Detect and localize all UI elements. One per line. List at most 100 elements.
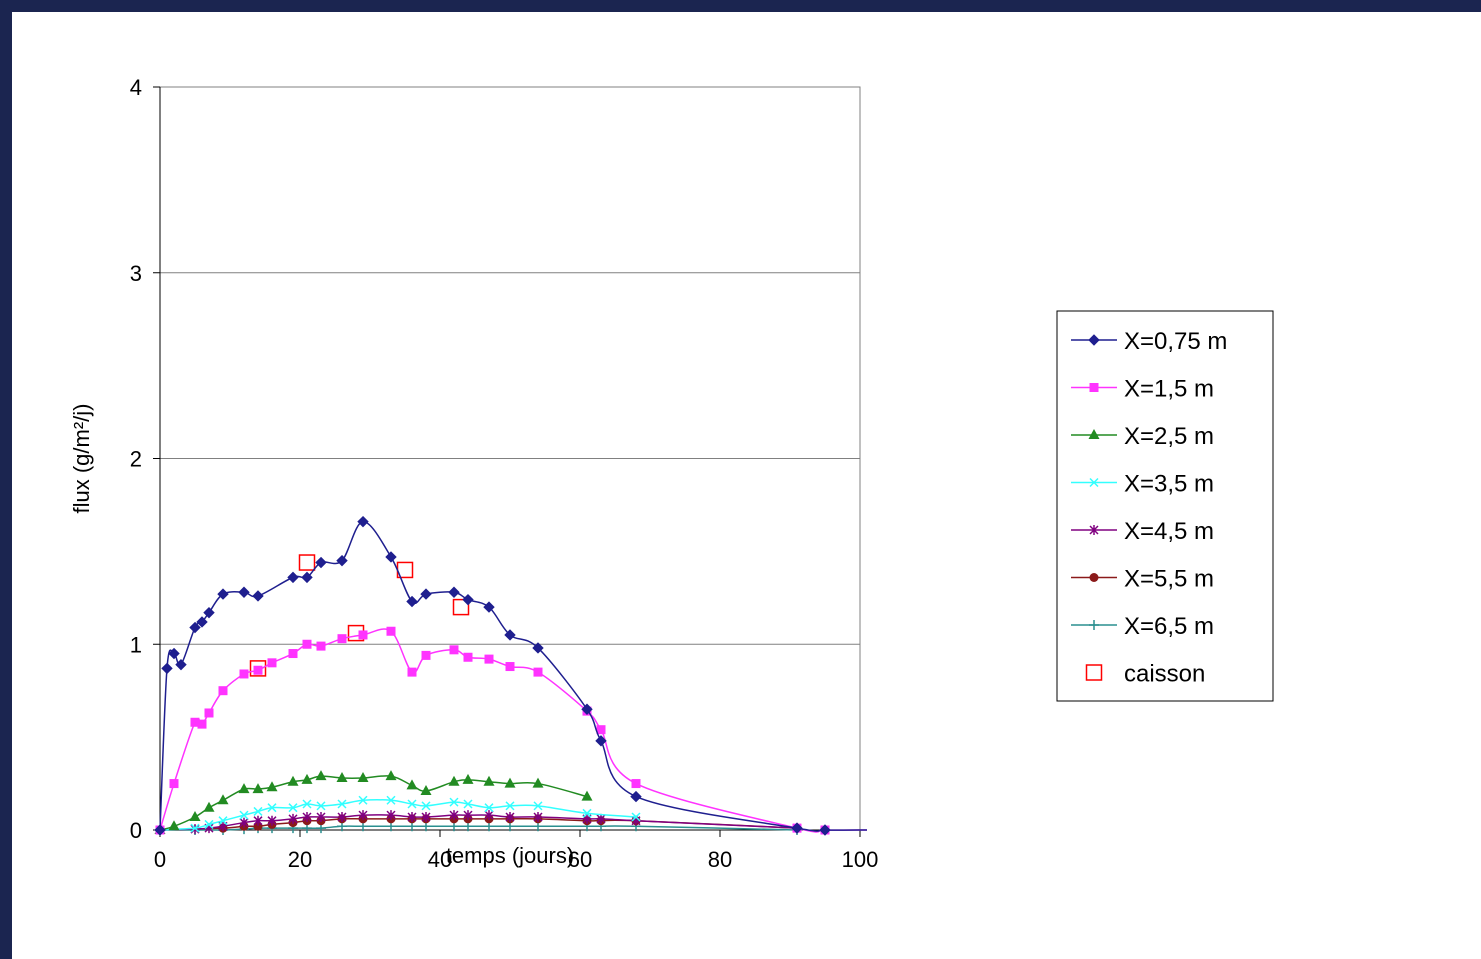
data-point (253, 821, 263, 831)
legend-entry: X=6,5 m (1071, 613, 1214, 640)
legend-marker (1085, 664, 1103, 681)
data-point (358, 630, 368, 640)
data-point (288, 803, 298, 813)
data-point (484, 810, 494, 821)
data-point (406, 779, 418, 790)
legend-entry: X=1,5 m (1071, 376, 1214, 403)
data-point (301, 571, 313, 584)
data-point (267, 803, 277, 813)
data-point (190, 823, 200, 833)
data-point (252, 783, 264, 794)
data-point (448, 586, 460, 598)
data-point (315, 556, 327, 569)
data-point (252, 590, 264, 602)
data-point (175, 658, 187, 671)
data-point (791, 822, 803, 834)
legend-marker (1089, 620, 1099, 630)
legend-label: X=0,75 m (1124, 328, 1227, 355)
data-point (316, 801, 326, 811)
data-point (168, 820, 180, 831)
data-point (407, 667, 417, 677)
data-point (463, 810, 473, 821)
data-point (421, 811, 431, 822)
data-point (239, 669, 249, 679)
data-point (463, 652, 473, 662)
data-point (169, 779, 179, 789)
x-tick-label: 0 (154, 847, 166, 872)
data-point (154, 824, 166, 836)
data-point (504, 629, 516, 641)
series-x-1-5-m (155, 626, 868, 835)
data-point (197, 719, 207, 729)
data-point (218, 686, 228, 696)
data-point (463, 799, 473, 809)
data-point (505, 811, 515, 822)
data-point (336, 554, 348, 567)
data-point (452, 598, 470, 616)
data-point (484, 803, 494, 813)
series-x-2-5-m (154, 770, 593, 834)
data-point (483, 601, 495, 613)
data-point (421, 801, 431, 811)
data-point (532, 777, 544, 788)
data-point (316, 641, 326, 651)
data-point (239, 817, 249, 828)
data-point (337, 811, 347, 822)
data-point (337, 799, 347, 809)
data-point (630, 790, 642, 803)
data-point (504, 777, 516, 788)
data-point (168, 647, 180, 660)
data-point (266, 781, 278, 792)
data-point (407, 811, 417, 822)
x-axis-title: temps (jours) (446, 843, 574, 868)
legend-label: X=6,5 m (1124, 613, 1214, 640)
data-point (420, 588, 432, 600)
legend-label: X=4,5 m (1124, 518, 1214, 545)
data-point (204, 708, 214, 718)
gridlines (160, 86, 860, 645)
data-point (484, 654, 494, 664)
data-point (196, 616, 208, 628)
data-point (239, 810, 249, 820)
data-point (505, 662, 515, 672)
data-point (238, 586, 250, 598)
data-point (386, 795, 396, 805)
data-point (505, 801, 515, 811)
data-point (358, 810, 368, 821)
data-point (287, 775, 299, 786)
data-point (449, 810, 459, 821)
slide-frame-top (0, 0, 1481, 12)
data-point (420, 784, 432, 795)
data-point (253, 806, 263, 816)
legend-label: caisson (1124, 661, 1205, 688)
data-point (582, 808, 592, 818)
legend-marker (1089, 525, 1099, 535)
data-point (249, 660, 267, 677)
data-point (203, 606, 215, 619)
series-line (159, 775, 588, 831)
legend-marker (1089, 573, 1099, 582)
data-point (483, 775, 495, 786)
data-point (316, 811, 326, 822)
data-point (462, 593, 474, 606)
data-point (533, 811, 543, 822)
data-point (449, 645, 459, 655)
y-tick-label: 3 (130, 261, 142, 286)
legend-marker (1088, 429, 1100, 439)
data-point (581, 790, 593, 801)
slide-frame-left (0, 0, 12, 959)
data-point (581, 703, 593, 715)
data-point (407, 799, 417, 809)
data-point (302, 811, 312, 822)
legend-entry: X=5,5 m (1071, 566, 1214, 593)
legend: X=0,75 m X=1,5 m X=2,5 m X=3,5 m X=4,5 m X=5,… (1056, 310, 1274, 702)
data-point (819, 824, 831, 836)
data-point (448, 775, 460, 786)
data-point (357, 771, 369, 782)
data-point (449, 797, 459, 807)
x-tick-label: 40 (428, 847, 452, 872)
data-point (288, 649, 298, 659)
data-point (217, 588, 229, 600)
data-point (596, 813, 606, 824)
